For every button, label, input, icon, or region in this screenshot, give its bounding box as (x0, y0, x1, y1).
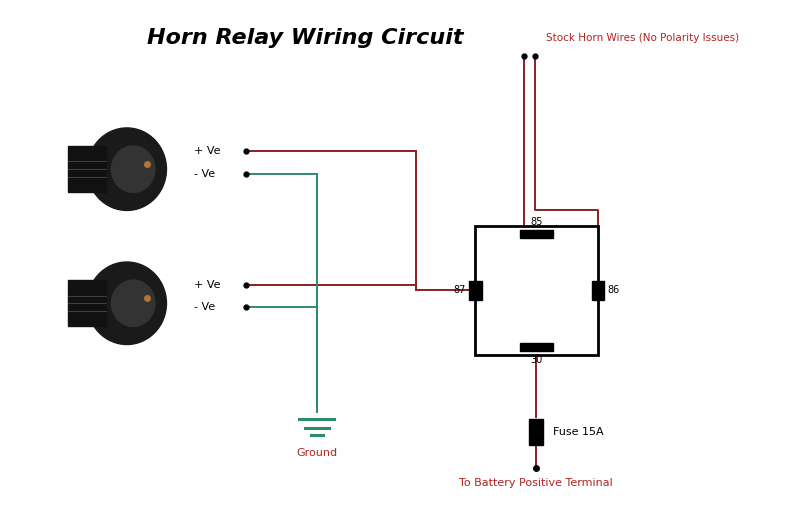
Text: - Ve: - Ve (194, 302, 215, 312)
Bar (519, 230, 553, 238)
Text: 85: 85 (530, 217, 542, 227)
Bar (529, 419, 543, 445)
Bar (519, 343, 553, 351)
Text: Fuse 15A: Fuse 15A (553, 427, 603, 437)
Bar (591, 280, 604, 300)
Text: + Ve: + Ve (194, 146, 221, 156)
Bar (475, 226, 598, 355)
Ellipse shape (87, 262, 166, 344)
Text: + Ve: + Ve (194, 280, 221, 290)
Text: 86: 86 (607, 286, 620, 296)
Bar (67, 146, 106, 192)
Bar (469, 280, 482, 300)
Ellipse shape (111, 146, 155, 192)
Text: Horn Relay Wiring Circuit: Horn Relay Wiring Circuit (146, 28, 463, 48)
Text: 30: 30 (530, 355, 542, 365)
Text: Ground: Ground (296, 447, 338, 457)
Text: 87: 87 (454, 286, 466, 296)
Ellipse shape (111, 280, 155, 326)
Text: To Battery Positive Terminal: To Battery Positive Terminal (459, 477, 613, 487)
Bar (67, 280, 106, 326)
Ellipse shape (87, 128, 166, 211)
Text: - Ve: - Ve (194, 169, 215, 179)
Text: Stock Horn Wires (No Polarity Issues): Stock Horn Wires (No Polarity Issues) (546, 32, 739, 42)
